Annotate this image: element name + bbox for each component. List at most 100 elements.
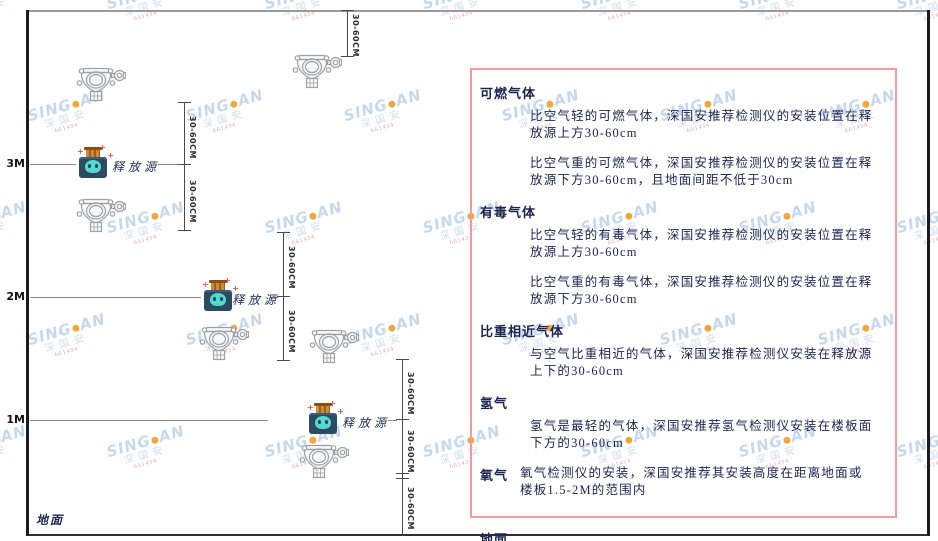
orange-dot-icon [0, 211, 2, 221]
dimension-label: 30-60CM [406, 430, 415, 473]
section-oxygen: 氧气 氧气检测仪的安装，深国安推荐其安装高度在距离地面或楼板1.5-2M的范围内 [480, 465, 881, 512]
release-source-label: 释放源 [112, 160, 161, 174]
spark-icon: + [202, 280, 209, 289]
spark-icon: + [77, 147, 84, 156]
dimension-tick [396, 419, 409, 420]
orange-dot-icon [150, 211, 160, 221]
section-paragraph: 比空气重的有毒气体，深国安推荐检测仪的安装位置在释放源下方30-60cm [530, 275, 873, 306]
section-paragraph: 与空气比重相近的气体，深国安推荐检测仪安装在释放源上下的30-60cm [530, 347, 873, 378]
release-source-icon: + + + [76, 143, 114, 179]
dimension-label: 30-60CM [406, 487, 415, 530]
section-heading: 氢气 [480, 396, 509, 411]
gas-detector-icon [74, 197, 126, 233]
orange-dot-icon [0, 435, 2, 445]
spark-icon: + [99, 143, 106, 152]
dimension-tick [178, 164, 191, 165]
dimension-line [283, 233, 284, 361]
spark-icon: + [232, 284, 239, 293]
spark-icon: + [307, 403, 314, 412]
section-toxic-gas: 有毒气体 比空气轻的有毒气体，深国安推荐检测仪的安装位置在释放源上方30-60c… [480, 202, 881, 308]
bottle-cap-brim [84, 147, 102, 150]
bottle-cap [211, 283, 225, 290]
gas-detector-icon [74, 66, 126, 102]
level-line-1m-connector [388, 420, 397, 421]
dimension-tick [396, 359, 409, 360]
section-heading: 地面 [480, 532, 509, 541]
ground-label: 地面 [36, 513, 65, 527]
axis-label-2m: 2M [6, 290, 25, 303]
release-source-icon: + + + [306, 400, 344, 435]
eye-dot [220, 297, 223, 301]
dimension-tick [277, 360, 290, 361]
bottle-body [204, 290, 232, 311]
gas-detector-icon [297, 443, 349, 479]
orange-dot-icon [387, 323, 397, 333]
dimension-tick [277, 296, 290, 297]
section-paragraph: 比空气重的可燃气体，深国安推荐检测仪的安装位置在释放源下方30-60cm，且地面… [530, 156, 873, 187]
dimension-tick [341, 56, 354, 57]
dimension-label: 30-60CM [406, 372, 415, 415]
gas-detector-icon [197, 325, 249, 361]
bottle-cap [86, 150, 100, 157]
dimension-tick [277, 232, 290, 233]
section-heading: 氧气 [480, 468, 509, 483]
eye-dot [318, 420, 321, 424]
section-paragraph: 氢气是最轻的气体，深国安推荐氢气检测仪安装在楼板面下方的30-60cm [530, 419, 873, 450]
eye-dot [213, 297, 216, 301]
section-heading: 比重相近气体 [480, 324, 565, 339]
skull-face-icon [210, 293, 226, 306]
right-wall-line [927, 10, 930, 536]
release-source-label: 释放源 [232, 293, 281, 307]
level-line-3m [30, 164, 76, 165]
gas-detector-icon [290, 53, 342, 89]
section-flammable-gas: 可燃气体 比空气轻的可燃气体，深国安推荐检测仪的安装位置在释放源上方30-60c… [480, 83, 881, 189]
spark-icon: + [224, 276, 231, 285]
dimension-line [184, 103, 185, 231]
axis-label-3m: 3M [6, 157, 25, 170]
release-source-label: 释放源 [342, 416, 391, 430]
eye-dot [95, 164, 98, 168]
guideline-panel: 可燃气体 比空气轻的可燃气体，深国安推荐检测仪的安装位置在释放源上方30-60c… [470, 68, 897, 541]
bottle-cap-brim [314, 403, 332, 406]
gas-detector-icon [307, 328, 359, 364]
section-similar-density-gas: 比重相近气体 与空气比重相近的气体，深国安推荐检测仪安装在释放源上下的30-60… [480, 321, 881, 380]
release-source-icon: + + + [201, 276, 239, 312]
dimension-label: 30-60CM [351, 14, 360, 57]
dimension-tick [178, 230, 191, 231]
section-ground: 地面 检测仪地面间距，深国安推荐在30-60cm，且不得小于30cm，因为过低容… [480, 529, 881, 541]
section-heading: 可燃气体 [480, 86, 537, 101]
eye-dot [88, 164, 91, 168]
dimension-label: 30-60CM [287, 310, 296, 353]
dimension-line [402, 360, 403, 536]
orange-dot-icon [150, 435, 160, 445]
section-paragraph: 比空气轻的有毒气体，深国安推荐检测仪的安装位置在释放源上方30-60cm [530, 228, 873, 259]
bottle-body [309, 413, 337, 434]
section-paragraph: 氧气检测仪的安装，深国安推荐其安装高度在距离地面或楼板1.5-2M的范围内 [520, 466, 863, 497]
bottle-cap-brim [209, 280, 227, 283]
orange-dot-icon [308, 211, 318, 221]
floor-line [28, 534, 930, 536]
section-paragraph: 比空气轻的可燃气体，深国安推荐检测仪的安装位置在释放源上方30-60cm [530, 109, 873, 140]
dimension-label: 30-60CM [188, 116, 197, 159]
level-line-2m [30, 297, 201, 298]
spark-icon: + [337, 407, 344, 416]
bottle-body [79, 157, 107, 178]
dimension-label: 30-60CM [287, 246, 296, 289]
dimension-tick [178, 102, 191, 103]
spark-icon: + [107, 151, 114, 160]
orange-dot-icon [71, 323, 81, 333]
dimension-tick [396, 478, 409, 479]
orange-dot-icon [387, 99, 397, 109]
eye-dot [325, 420, 328, 424]
